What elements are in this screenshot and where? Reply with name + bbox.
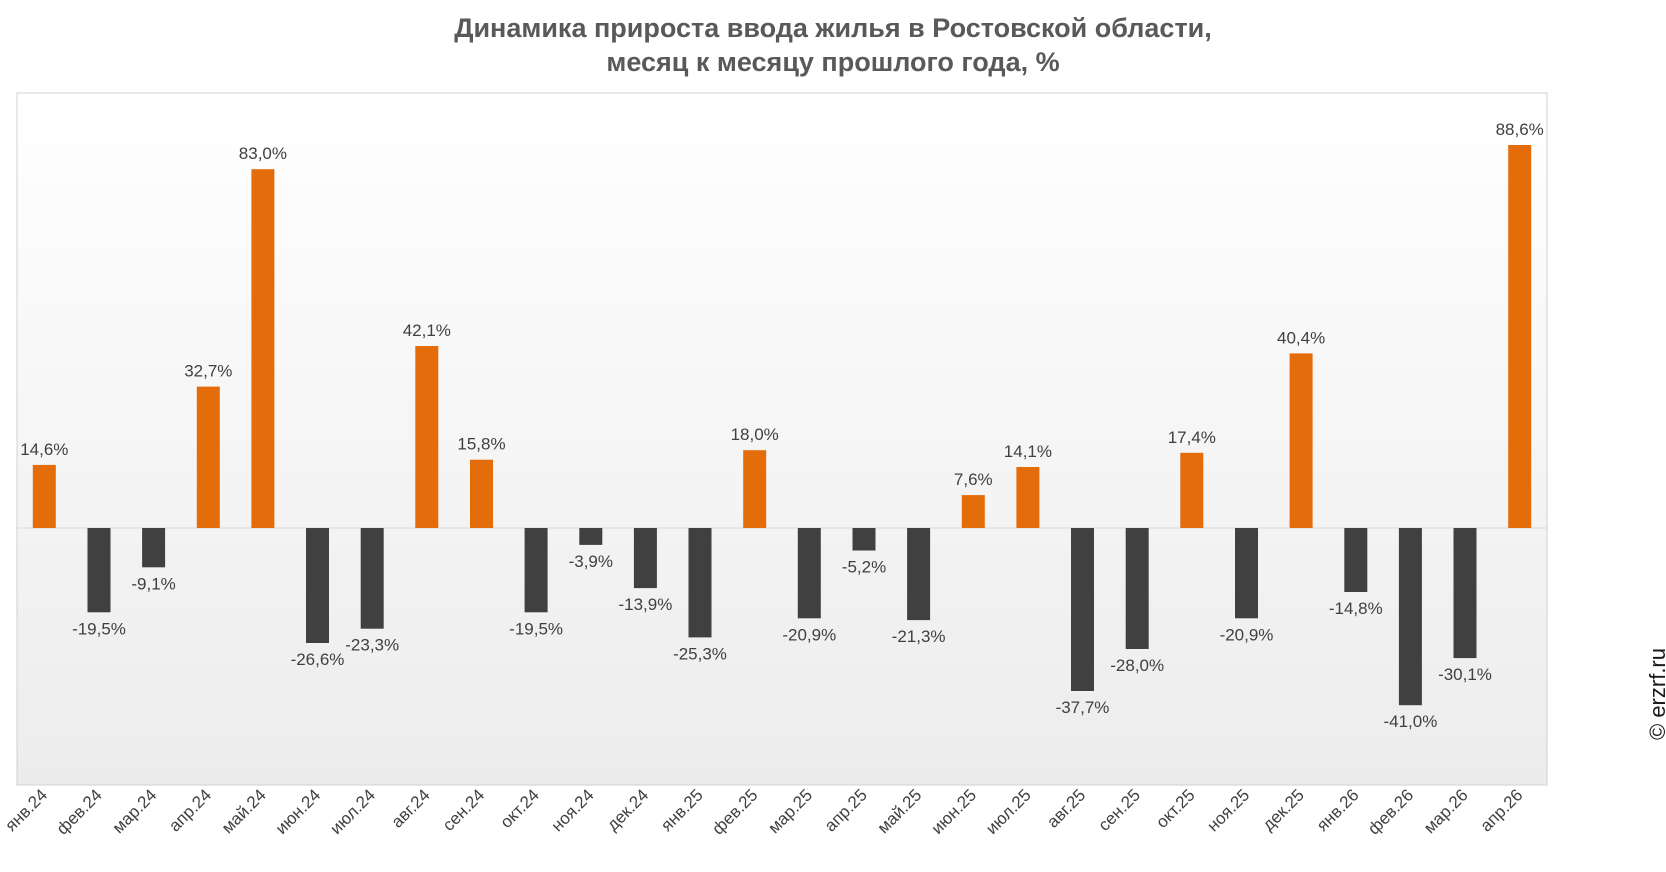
bar-15 [797,528,821,619]
data-label-7: -23,3% [345,636,399,655]
x-tick-label-28: апр.26 [1477,785,1527,835]
x-tick-label-25: янв.26 [1313,785,1363,835]
bar-9 [470,459,493,528]
x-tick-label-8: авг.24 [387,785,433,831]
bar-4 [196,386,220,528]
data-label-4: 32,7% [184,362,232,381]
x-tick-label-4: апр.24 [165,785,215,835]
bar-16 [852,528,876,551]
data-label-5: 83,0% [239,144,287,163]
data-label-2: -19,5% [72,619,126,638]
x-axis-tick-labels: янв.24 фев.24 мар.24 апр.24 май.24 июн.24 июл.… [1,785,1526,838]
data-label-8: 42,1% [403,321,451,340]
data-label-22: 17,4% [1168,428,1216,447]
bar-13 [688,528,712,638]
data-label-19: 14,1% [1004,442,1052,461]
x-tick-label-12: дек.24 [603,785,652,834]
data-label-15: -20,9% [782,625,836,644]
data-label-1: 14,6% [20,440,68,459]
x-tick-label-14: фев.25 [708,785,761,838]
data-label-10: -19,5% [509,619,563,638]
data-label-11: -3,9% [569,552,613,571]
bar-10 [524,528,548,613]
data-label-25: -14,8% [1329,599,1383,618]
x-tick-label-1: янв.24 [1,785,51,835]
watermark: © erzrf.ru [1645,648,1666,740]
x-tick-label-19: июл.25 [982,785,1035,838]
data-label-16: -5,2% [842,558,886,577]
x-tick-label-27: мар.26 [1420,785,1472,837]
data-label-13: -25,3% [673,644,727,663]
bar-18 [961,495,985,528]
x-tick-label-17: май.25 [874,785,926,837]
data-label-18: 7,6% [954,470,993,489]
bar-28 [1508,145,1532,528]
x-tick-label-18: июн.25 [928,785,981,838]
bar-24 [1289,353,1313,528]
bar-19 [1016,467,1040,528]
x-tick-label-23: ноя.25 [1203,785,1253,835]
x-tick-label-26: фев.26 [1364,785,1417,838]
bar-22 [1180,452,1204,528]
data-label-9: 15,8% [457,435,505,454]
x-tick-label-11: ноя.24 [548,785,598,835]
bar-23 [1235,528,1258,619]
data-label-20: -37,7% [1056,698,1110,717]
x-tick-label-3: мар.24 [109,785,161,837]
x-tick-label-16: апр.25 [821,785,871,835]
x-tick-label-13: янв.25 [657,785,707,835]
bar-3 [142,528,166,568]
plot-area [16,92,1548,786]
chart-title-line-1: Динамика прироста ввода жилья в Ростовск… [454,13,1212,43]
x-tick-label-24: дек.25 [1259,785,1308,834]
bar-27 [1453,528,1477,659]
x-tick-label-6: июн.24 [272,785,325,838]
data-label-26: -41,0% [1383,712,1437,731]
bar-26 [1398,528,1422,706]
x-tick-label-2: фев.24 [53,785,106,838]
x-tick-label-21: сен.25 [1095,785,1144,834]
bar-21 [1125,528,1149,649]
data-label-21: -28,0% [1110,656,1164,675]
bar-25 [1344,528,1368,592]
bar-2 [87,528,111,613]
bar-6 [306,528,329,643]
x-tick-label-7: июл.24 [326,785,379,838]
bar-17 [907,528,931,621]
x-tick-label-10: окт.24 [497,785,543,831]
chart-title-line-2: месяц к месяцу прошлого года, % [606,47,1060,77]
x-tick-label-15: мар.25 [764,785,816,837]
bar-8 [415,346,439,528]
data-label-14: 18,0% [731,425,779,444]
data-label-12: -13,9% [618,595,672,614]
data-labels: 14,6% -19,5% -9,1% 32,7% 83,0% -26,6%-23,3% 42… [20,120,1544,731]
bar-5 [251,169,275,528]
data-label-28: 88,6% [1496,120,1544,139]
x-tick-label-22: окт.25 [1152,785,1198,831]
bar-1 [32,464,56,528]
data-label-6: -26,6% [291,650,345,669]
x-tick-label-5: май.24 [218,785,270,837]
data-label-17: -21,3% [892,627,946,646]
data-label-24: 40,4% [1277,328,1325,347]
data-label-23: -20,9% [1220,625,1274,644]
x-tick-label-9: сен.24 [439,785,488,834]
bar-7 [360,528,384,629]
data-label-3: -9,1% [131,574,175,593]
data-label-27: -30,1% [1438,665,1492,684]
x-tick-label-20: авг.25 [1043,785,1089,831]
bar-12 [633,528,657,589]
bars [17,145,1547,706]
bar-14 [743,450,767,528]
bar-20 [1071,528,1094,691]
bar-11 [579,528,603,545]
